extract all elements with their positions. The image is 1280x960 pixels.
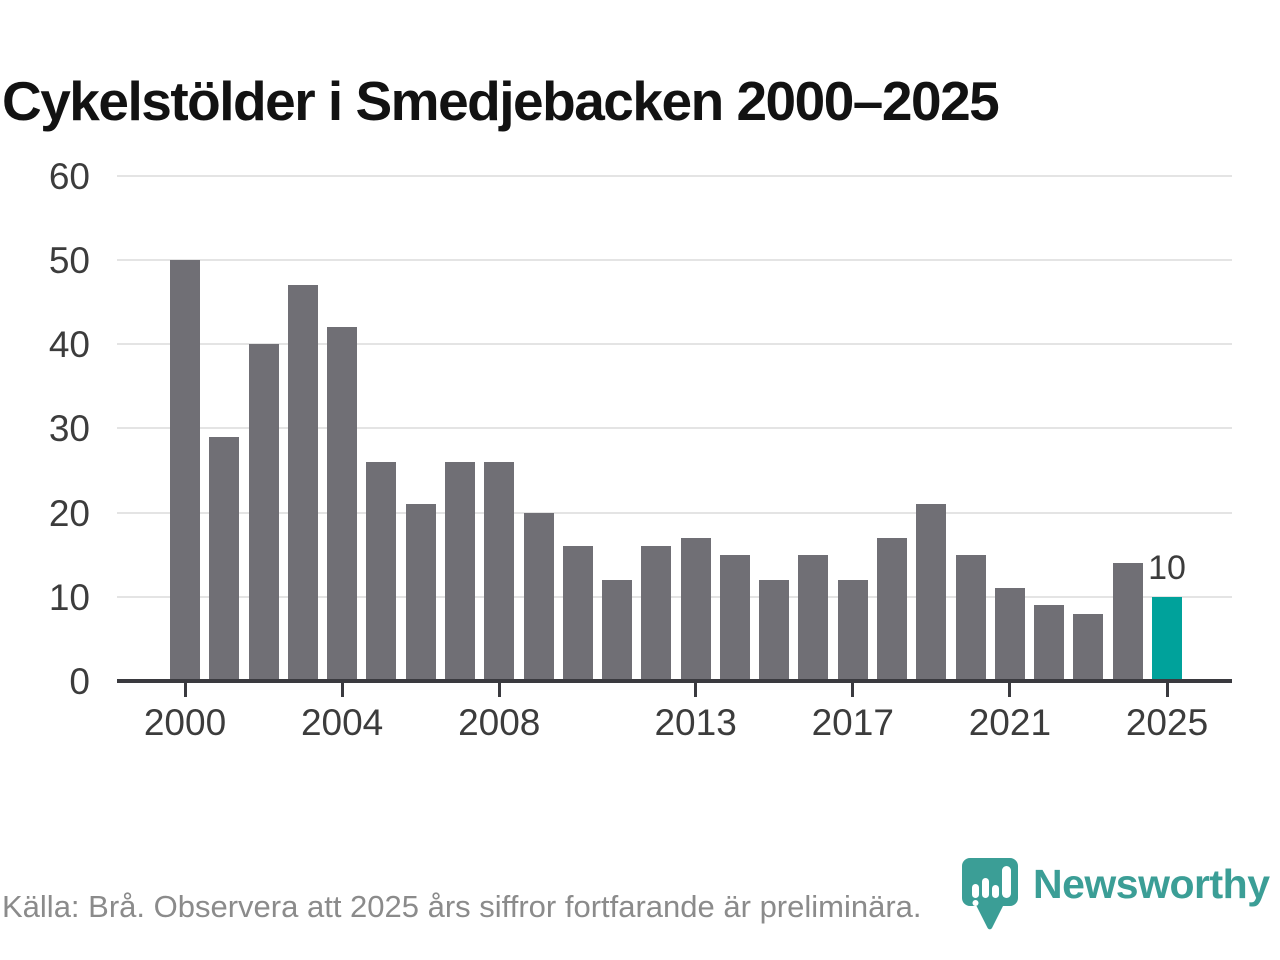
y-axis-label-30: 30 <box>48 408 90 450</box>
bar-2004 <box>327 327 358 681</box>
x-axis-label-2004: 2004 <box>300 702 384 743</box>
bar-2017 <box>837 579 868 681</box>
bar-2006 <box>405 504 436 681</box>
bar-2009 <box>523 512 554 681</box>
bar-2023 <box>1073 613 1104 681</box>
x-tick-2017 <box>851 683 855 697</box>
x-tick-2004 <box>340 683 344 697</box>
x-tick-2013 <box>694 683 698 697</box>
x-axis-label-2025: 2025 <box>1125 702 1209 743</box>
bar-2018 <box>877 537 908 681</box>
gridline-y-60 <box>117 174 1232 177</box>
chart-title: Cykelstölder i Smedjebacken 2000–2025 <box>2 69 1000 132</box>
bar-2013 <box>680 537 711 681</box>
bar-2005 <box>366 462 397 681</box>
x-axis-label-2021: 2021 <box>968 702 1052 743</box>
x-tick-2000 <box>183 683 187 697</box>
bar-2024 <box>1112 563 1143 681</box>
x-axis-label-2008: 2008 <box>458 702 541 743</box>
gridline-y-10 <box>117 595 1232 598</box>
bar-2020 <box>955 554 986 681</box>
bar-2011 <box>602 579 633 681</box>
bar-2025 <box>1152 596 1182 681</box>
x-axis-line <box>117 679 1232 683</box>
gridline-y-50 <box>117 259 1232 262</box>
gridline-y-40 <box>117 343 1232 346</box>
y-axis-label-40: 40 <box>48 324 90 366</box>
bar-2003 <box>287 285 318 681</box>
bar-2021 <box>994 588 1025 681</box>
newsworthy-wordmark: Newsworthy <box>1033 861 1270 907</box>
bar-2022 <box>1034 605 1065 681</box>
y-axis-label-10: 10 <box>48 576 90 618</box>
y-axis-label-20: 20 <box>48 492 90 534</box>
x-axis-label-2017: 2017 <box>811 702 894 743</box>
newsworthy-pin-icon <box>962 858 1018 930</box>
bar-2010 <box>562 546 593 681</box>
bar-2014 <box>719 554 750 681</box>
x-tick-2025 <box>1165 683 1169 697</box>
bar-2001 <box>209 436 240 681</box>
x-tick-2021 <box>1008 683 1012 697</box>
bar-2008 <box>484 462 515 681</box>
x-tick-2008 <box>497 683 501 697</box>
highlight-value-label: 10 <box>1148 548 1186 587</box>
bar-2019 <box>916 504 947 681</box>
gridline-y-20 <box>117 511 1232 514</box>
bar-2016 <box>798 554 829 681</box>
source-note: Källa: Brå. Observera att 2025 års siffr… <box>2 889 922 924</box>
x-axis-label-2013: 2013 <box>654 702 737 743</box>
bar-2000 <box>170 260 200 681</box>
bar-2007 <box>444 462 475 681</box>
bar-2015 <box>759 579 790 681</box>
bar-2002 <box>248 344 279 681</box>
y-axis-label-0: 0 <box>69 661 90 702</box>
y-axis-label-60: 60 <box>48 155 90 197</box>
bar-2012 <box>641 546 672 681</box>
y-axis-label-50: 50 <box>48 240 90 282</box>
x-axis-label-2000: 2000 <box>143 702 227 743</box>
gridline-y-30 <box>117 427 1232 430</box>
